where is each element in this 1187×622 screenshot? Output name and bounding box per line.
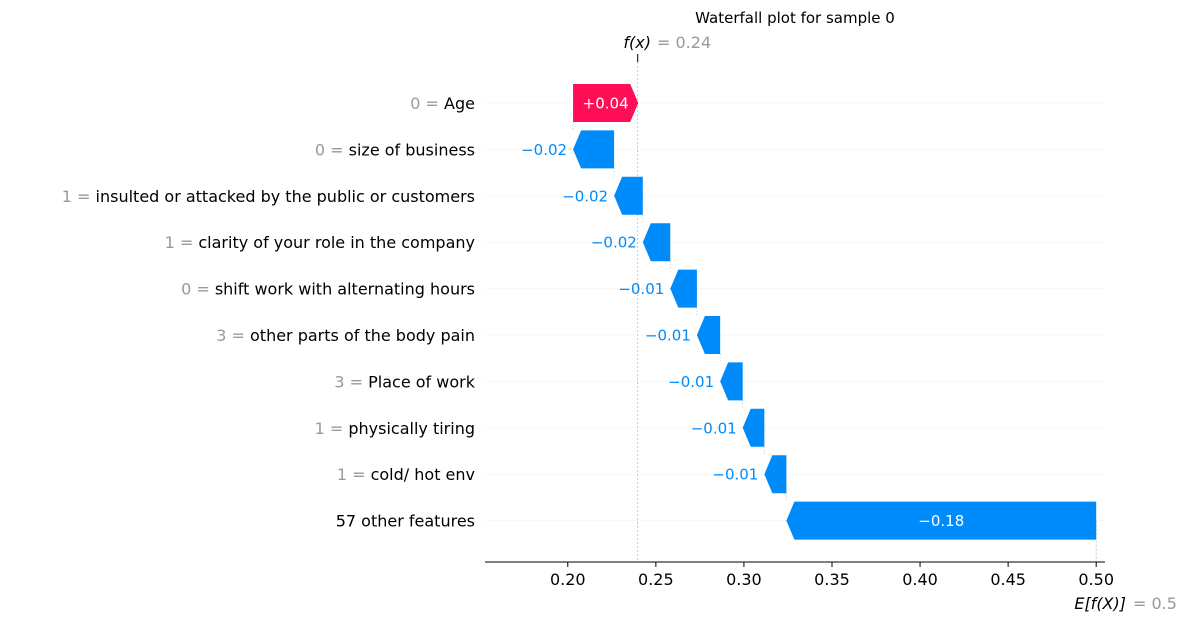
bar-connectors <box>572 122 787 502</box>
bar-value-label: −0.02 <box>521 141 567 159</box>
bar-value-label: −0.01 <box>645 327 691 345</box>
bar-value-label: −0.02 <box>562 187 608 205</box>
fx-annotation: f(x) = 0.24 <box>623 33 711 52</box>
reference-lines <box>637 54 1097 562</box>
x-tick-label: 0.50 <box>1078 570 1114 589</box>
feature-label: 1 = insulted or attacked by the public o… <box>62 187 475 206</box>
feature-name: clarity of your role in the company <box>198 233 475 252</box>
feature-value: 3 = <box>334 372 368 391</box>
feature-value: 1 = <box>337 465 371 484</box>
feature-label: 0 = size of business <box>315 140 475 159</box>
feature-name: size of business <box>349 140 475 159</box>
bar-0 <box>573 84 639 122</box>
feature-name: other parts of the body pain <box>250 326 475 345</box>
efx-label: E[f(X)] <box>1074 594 1126 613</box>
feature-value: 1 = <box>62 187 96 206</box>
x-tick-label: 0.45 <box>990 570 1026 589</box>
bar-8 <box>764 455 787 494</box>
feature-label: 1 = clarity of your role in the company <box>165 233 475 252</box>
bar-value-label: −0.01 <box>668 373 714 391</box>
bar-3 <box>642 223 671 262</box>
feature-name: physically tiring <box>348 419 475 438</box>
feature-label: 0 = Age <box>410 94 475 113</box>
efx-value: = 0.5 <box>1133 594 1177 613</box>
feature-name: shift work with alternating hours <box>215 280 475 299</box>
bar-value-label: −0.01 <box>618 280 664 298</box>
bar-labels: +0.04 −0.02 −0.02 −0.02 −0.01 −0.01 −0.01 −0.01… <box>521 95 964 531</box>
feature-label: 3 = other parts of the body pain <box>216 326 475 345</box>
feature-name: Place of work <box>368 372 476 391</box>
bar-4 <box>670 269 697 308</box>
fx-value: = 0.24 <box>657 33 711 52</box>
x-tick-label: 0.25 <box>638 570 674 589</box>
x-axis: 0.20 0.25 0.30 0.35 0.40 0.45 0.50 <box>485 561 1114 589</box>
bar-value-label: −0.18 <box>918 512 964 530</box>
x-tick-label: 0.30 <box>726 570 762 589</box>
feature-value: 3 = <box>216 326 250 345</box>
bar-value-label: +0.04 <box>583 95 629 113</box>
feature-value: 0 = <box>410 94 444 113</box>
bars <box>573 84 1097 540</box>
bar-7 <box>742 408 765 447</box>
bar-value-label: −0.02 <box>591 234 637 252</box>
fx-label: f(x) <box>623 33 651 52</box>
efx-annotation: E[f(X)] = 0.5 <box>1074 594 1177 613</box>
feature-name: insulted or attacked by the public or cu… <box>96 187 475 206</box>
x-tick-label: 0.20 <box>550 570 586 589</box>
feature-value: 0 = <box>315 140 349 159</box>
feature-name: 57 other features <box>336 512 475 531</box>
feature-label: 0 = shift work with alternating hours <box>181 280 475 299</box>
feature-label: 1 = cold/ hot env <box>337 465 475 484</box>
gridlines <box>485 102 1105 522</box>
feature-name: Age <box>444 94 475 113</box>
chart-title: Waterfall plot for sample 0 <box>695 9 895 27</box>
bar-1 <box>573 130 615 169</box>
x-tick-label: 0.35 <box>814 570 850 589</box>
bar-value-label: −0.01 <box>712 466 758 484</box>
bar-6 <box>720 362 743 401</box>
feature-value: 0 = <box>181 280 215 299</box>
bar-2 <box>614 176 643 215</box>
x-tick-label: 0.40 <box>902 570 938 589</box>
feature-label: 1 = physically tiring <box>315 419 475 438</box>
feature-label: 3 = Place of work <box>334 372 475 391</box>
feature-name: cold/ hot env <box>371 465 475 484</box>
feature-label: 57 other features <box>336 512 475 531</box>
bar-value-label: −0.01 <box>691 419 737 437</box>
bar-9 <box>786 501 1097 540</box>
feature-value: 1 = <box>165 233 199 252</box>
feature-value: 1 = <box>315 419 349 438</box>
bar-5 <box>696 316 721 354</box>
